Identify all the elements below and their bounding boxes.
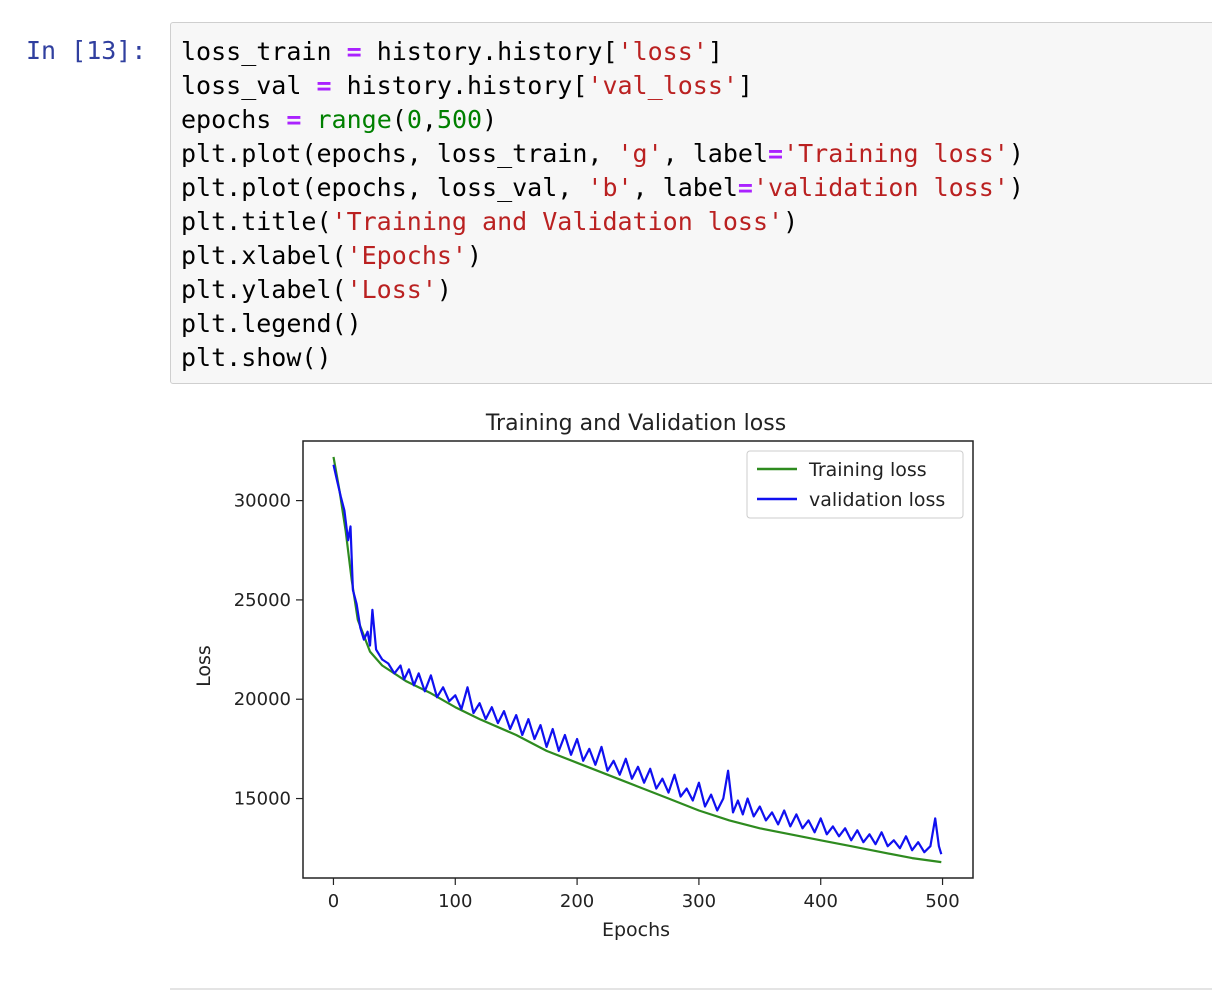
code-token: 'Epochs': [346, 241, 467, 270]
code-token: ): [1008, 173, 1024, 202]
y-tick-label: 25000: [234, 590, 291, 611]
code-token: , label: [662, 139, 769, 168]
code-editor[interactable]: loss_train = history.history['loss'] los…: [170, 22, 1212, 384]
code-token: =: [346, 37, 362, 66]
code-token: ): [482, 105, 498, 134]
code-token: epochs: [181, 105, 287, 134]
code-line: plt.show(): [181, 343, 332, 372]
code-line: loss_val = history.history['val_loss']: [181, 71, 753, 100]
code-line: plt.plot(epochs, loss_val, 'b', label='v…: [181, 173, 1024, 202]
legend-label-training: Training loss: [808, 459, 927, 481]
code-token: 'loss': [617, 37, 708, 66]
x-tick-label: 0: [328, 891, 339, 912]
y-tick-label: 20000: [234, 689, 291, 710]
code-token: [301, 105, 316, 134]
code-token: 'val_loss': [587, 71, 738, 100]
y-tick-label: 15000: [234, 789, 291, 810]
x-tick-label: 500: [925, 891, 959, 912]
code-token: plt.title(: [181, 207, 332, 236]
x-axis-label: Epochs: [602, 919, 670, 941]
code-token: plt.ylabel(: [181, 275, 347, 304]
code-text[interactable]: loss_train = history.history['loss'] los…: [181, 35, 1024, 375]
code-line: plt.ylabel('Loss'): [181, 275, 452, 304]
code-token: 'g': [617, 139, 663, 168]
code-token: =: [737, 173, 753, 202]
code-token: 'validation loss': [752, 173, 1009, 202]
validation-loss-line: [332, 464, 943, 855]
code-token: 'Loss': [346, 275, 437, 304]
code-token: ): [783, 207, 799, 236]
input-prompt: In [13]:: [26, 36, 147, 65]
y-axis-label: Loss: [193, 645, 215, 687]
plot-frame: [302, 440, 974, 879]
code-token: plt.show(): [181, 343, 332, 372]
code-line: plt.legend(): [181, 309, 362, 338]
output-area: Training and Validation loss 0 100 200 300 4…: [190, 400, 990, 960]
y-tick-label: 30000: [234, 491, 291, 512]
code-line: epochs = range(0,500): [181, 105, 497, 134]
code-line: loss_train = history.history['loss']: [181, 37, 723, 66]
cell-bottom-divider: [170, 988, 1212, 990]
code-token: 500: [436, 105, 483, 134]
code-token: history.history[: [331, 71, 588, 100]
code-line: plt.title('Training and Validation loss'…: [181, 207, 798, 236]
code-token: 'Training loss': [783, 139, 1009, 168]
code-token: ]: [707, 37, 723, 66]
legend: Training loss validation loss: [746, 450, 964, 519]
x-tick-label: 100: [438, 891, 472, 912]
loss-chart: Training and Validation loss 0 100 200 300 4…: [190, 400, 990, 960]
chart-title: Training and Validation loss: [485, 411, 786, 436]
code-token: plt.xlabel(: [181, 241, 347, 270]
code-token: =: [768, 139, 784, 168]
code-token: =: [286, 105, 302, 134]
code-token: history.history[: [361, 37, 618, 66]
legend-box: [746, 450, 964, 519]
legend-label-validation: validation loss: [809, 489, 945, 511]
code-line: plt.plot(epochs, loss_train, 'g', label=…: [181, 139, 1024, 168]
code-token: plt.plot(epochs, loss_train,: [181, 139, 618, 168]
code-token: =: [316, 71, 332, 100]
x-tick-label: 300: [682, 891, 716, 912]
x-tick-label: 200: [560, 891, 594, 912]
code-token: 'b': [587, 173, 633, 202]
code-token: ]: [737, 71, 753, 100]
x-tick-label: 400: [804, 891, 838, 912]
code-token: plt.plot(epochs, loss_val,: [181, 173, 588, 202]
code-token: range: [316, 105, 392, 134]
code-token: ,: [421, 105, 437, 134]
code-token: loss_val: [181, 71, 317, 100]
code-line: plt.xlabel('Epochs'): [181, 241, 482, 270]
code-token: 'Training and Validation loss': [331, 207, 784, 236]
code-token: , label: [632, 173, 738, 202]
code-token: loss_train: [181, 37, 347, 66]
code-token: ): [1008, 139, 1024, 168]
code-token: 0: [406, 105, 422, 134]
code-token: ): [436, 275, 452, 304]
code-token: (: [391, 105, 407, 134]
code-token: ): [467, 241, 483, 270]
code-token: plt.legend(): [181, 309, 362, 338]
